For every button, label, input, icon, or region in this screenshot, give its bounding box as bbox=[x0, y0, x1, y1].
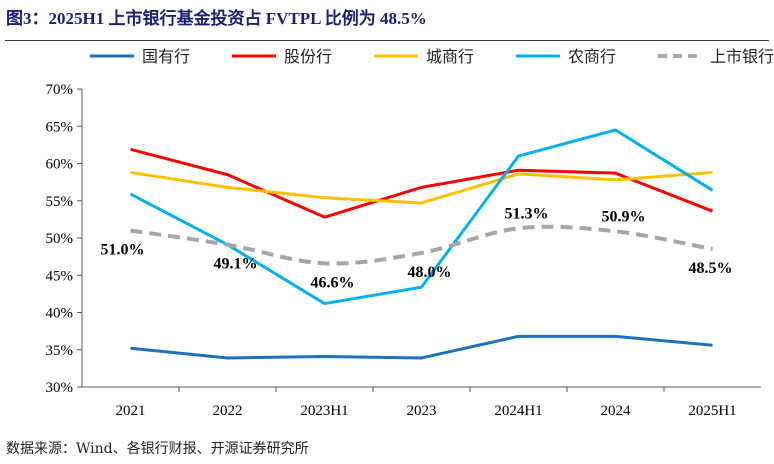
y-tick-label: 60% bbox=[46, 157, 74, 173]
series-line-4 bbox=[130, 224, 713, 266]
data-label: 48.0% bbox=[408, 264, 452, 281]
x-tick-label: 2023H1 bbox=[300, 403, 348, 419]
y-tick-label: 40% bbox=[46, 306, 74, 322]
data-label: 50.9% bbox=[602, 208, 646, 225]
series-line-0 bbox=[130, 334, 713, 360]
x-tick-label: 2021 bbox=[116, 403, 146, 419]
source-note: 数据来源：Wind、各银行财报、开源证券研究所 bbox=[6, 441, 309, 457]
y-tick-label: 45% bbox=[46, 268, 74, 284]
x-tick-label: 2024H1 bbox=[494, 403, 542, 419]
y-tick-label: 70% bbox=[46, 82, 74, 98]
x-tick-label: 2024 bbox=[601, 403, 632, 419]
x-tick-label: 2022 bbox=[213, 403, 243, 419]
y-tick-label: 65% bbox=[46, 119, 74, 135]
y-tick-label: 35% bbox=[46, 343, 74, 359]
data-label: 51.3% bbox=[505, 205, 549, 222]
y-tick-label: 30% bbox=[46, 380, 74, 396]
legend-label: 上市银行 bbox=[710, 48, 774, 66]
x-tick-label: 2025H1 bbox=[688, 403, 736, 419]
series-line-1 bbox=[130, 147, 714, 219]
legend-label: 国有行 bbox=[142, 48, 190, 66]
legend-label: 城商行 bbox=[426, 48, 474, 66]
y-tick-label: 50% bbox=[46, 231, 74, 247]
data-label: 48.5% bbox=[689, 260, 733, 277]
legend-label: 股份行 bbox=[284, 48, 332, 66]
chart-title: 图3：2025H1 上市银行基金投资占 FVTPL 比例为 48.5% bbox=[6, 9, 427, 28]
series-line-2 bbox=[130, 170, 713, 205]
title-divider bbox=[5, 40, 769, 41]
legend-label: 农商行 bbox=[568, 48, 616, 66]
data-label: 49.1% bbox=[214, 256, 258, 273]
data-label: 46.6% bbox=[311, 274, 355, 291]
data-label: 51.0% bbox=[101, 242, 145, 259]
y-tick-label: 55% bbox=[46, 194, 74, 210]
x-tick-label: 2023 bbox=[407, 403, 437, 419]
